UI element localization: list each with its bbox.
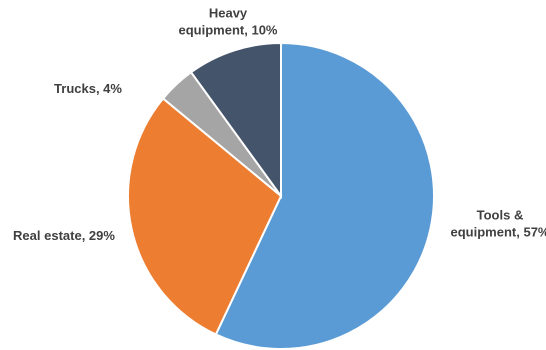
- slice-real-estate: [127, 97, 283, 336]
- slice-tools-equipment: [214, 41, 435, 350]
- pie-slices: [127, 41, 435, 350]
- label-trucks-line: Trucks, 4%: [54, 81, 122, 96]
- label-tools-equipment-line: Tools &: [477, 208, 524, 223]
- label-heavy-equipment-line: Heavy: [209, 6, 248, 21]
- label-real-estate: Real estate, 29%: [13, 228, 115, 243]
- label-tools-equipment: Tools & equipment, 57%: [451, 208, 546, 240]
- slice-heavy-equipment: [189, 41, 282, 200]
- label-real-estate-line: Real estate, 29%: [13, 228, 115, 243]
- pie-labels: Tools & equipment, 57% Real estate, 29% Tru…: [13, 6, 546, 244]
- label-heavy-equipment: Heavy equipment, 10%: [179, 6, 278, 38]
- label-heavy-equipment-line: equipment, 10%: [179, 23, 278, 38]
- label-trucks: Trucks, 4%: [54, 81, 122, 96]
- label-tools-equipment-line: equipment, 57%: [451, 225, 546, 240]
